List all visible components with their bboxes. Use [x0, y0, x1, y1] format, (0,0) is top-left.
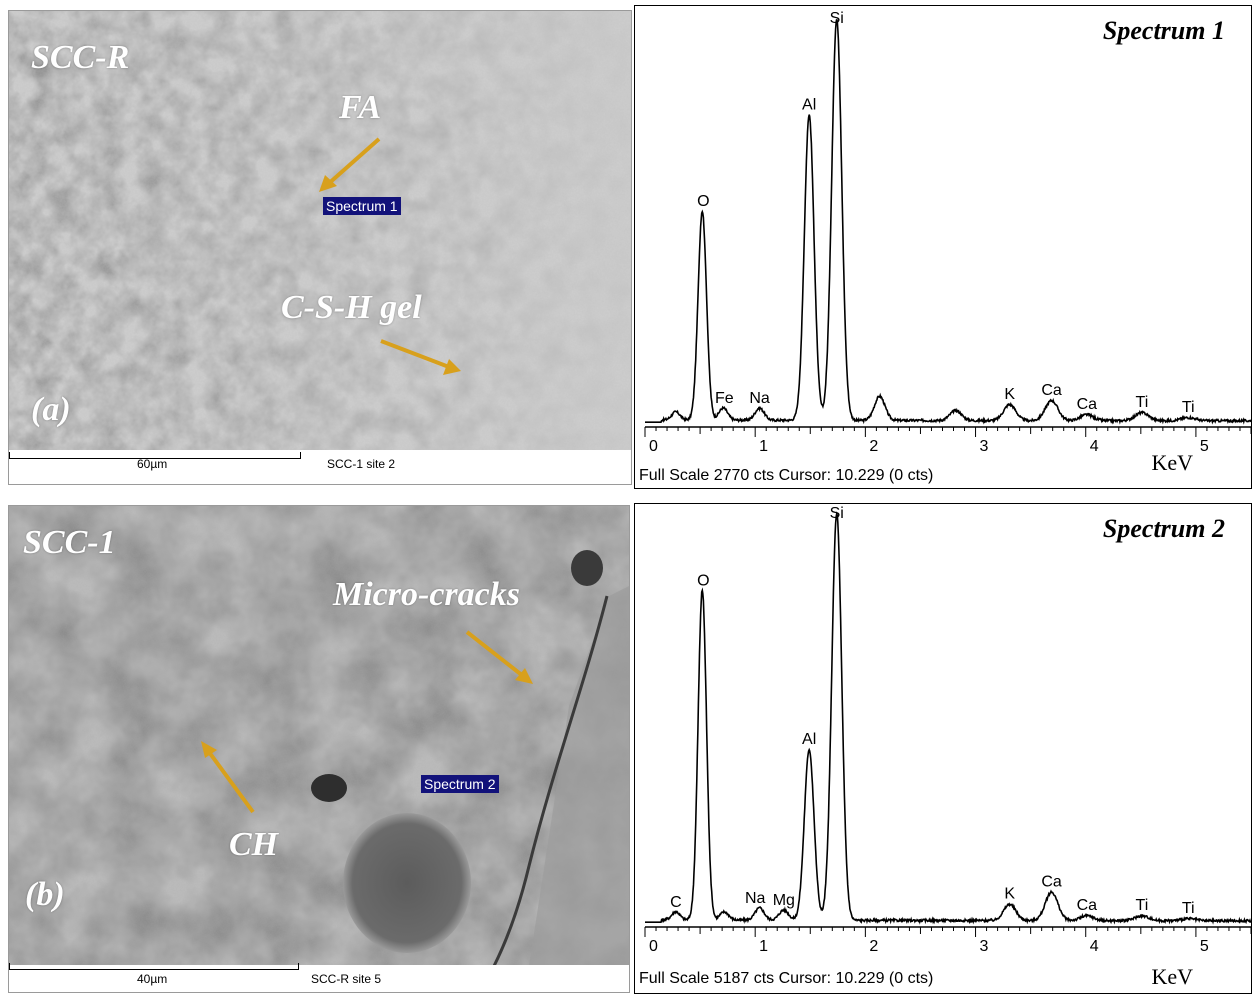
sem-image-a: SCC-R FA C-S-H gel (a) Spectrum 1	[8, 10, 632, 452]
scale-bar-a: 60µm SCC-1 site 2	[8, 450, 632, 485]
scale-text-b: 40µm	[137, 972, 168, 986]
arrows-b	[201, 630, 533, 814]
peak-label: Na	[745, 890, 766, 907]
x-tick-label: 5	[1200, 438, 1209, 455]
peak-label: Ca	[1077, 396, 1098, 413]
arrow-micro-cracks	[465, 630, 525, 678]
arrow-fa	[325, 137, 381, 187]
peak-label: K	[1004, 886, 1015, 903]
spectrum-footer-1: Full Scale 2770 cts Cursor: 10.229 (0 ct…	[639, 467, 934, 484]
peak-label: Fe	[715, 390, 734, 407]
peak-label: Ca	[1077, 897, 1098, 914]
x-tick-label: 0	[649, 938, 658, 955]
peak-label: Ti	[1182, 900, 1195, 917]
spectrum-plot-1: 0 1 2 3 4 5 Si Al O Fe Na K Ca Ca Ti Ti	[644, 10, 1251, 455]
peak-label: Al	[802, 731, 816, 748]
arrow-fa-head	[319, 175, 337, 192]
peak-label: K	[1004, 386, 1015, 403]
arrow-csh-head	[443, 359, 461, 375]
sample-label-a: SCC-R	[31, 39, 130, 76]
annotation-ch: CH	[229, 826, 279, 863]
annotation-csh-gel: C-S-H gel	[281, 289, 422, 326]
x-tick-label: 4	[1090, 438, 1099, 455]
peak-label: Mg	[773, 892, 795, 909]
sample-label-b: SCC-1	[23, 524, 116, 561]
peak-label: C	[670, 894, 682, 911]
scale-line-b	[9, 963, 299, 970]
peak-label: Ti	[1182, 399, 1195, 416]
arrow-ch	[207, 750, 255, 814]
scale-text-a: 60µm	[137, 457, 168, 471]
arrows-a	[319, 137, 461, 375]
site-text-a: SCC-1 site 2	[327, 457, 396, 471]
site-text-b: SCC-R site 5	[311, 972, 382, 986]
x-tick-label: 1	[759, 438, 768, 455]
x-tick-label: 1	[759, 938, 768, 955]
x-tick-label: 2	[869, 938, 878, 955]
x-axis-label-2: KeV	[1151, 964, 1193, 989]
spectrum-title-2: Spectrum 2	[1102, 514, 1225, 543]
peak-label: O	[697, 193, 709, 210]
spectrum-plot-2: 0 1 2 3 4 5 Si O Al C Na Mg K Ca Ca Ti Ti	[644, 505, 1251, 955]
spectrum-tag-1: Spectrum 1	[323, 197, 401, 215]
panel-label-a: (a)	[31, 391, 71, 428]
arrow-csh	[380, 339, 450, 369]
spectrum-footer-2: Full Scale 5187 cts Cursor: 10.229 (0 ct…	[639, 970, 934, 987]
x-tick-label: 3	[980, 438, 989, 455]
peak-label: Si	[830, 10, 844, 27]
spectrum-tag-2: Spectrum 2	[421, 775, 499, 793]
sem-image-b: SCC-1 Micro-cracks CH (b) Spectrum 2	[8, 505, 630, 967]
peak-label: O	[697, 572, 709, 589]
peak-label: Ca	[1041, 874, 1062, 891]
annotation-fa: FA	[339, 89, 382, 126]
x-axis-label-1: KeV	[1151, 450, 1193, 475]
spectrum-panel-2: 0 1 2 3 4 5 Si O Al C Na Mg K Ca Ca Ti Ti Spectrum 2 KeV…	[634, 503, 1252, 994]
x-tick-label: 3	[980, 938, 989, 955]
arrow-ch-head	[201, 741, 217, 758]
spectrum-line	[645, 511, 1251, 925]
spectrum-panel-1: 0 1 2 3 4 5 Si Al O Fe Na K Ca Ca Ti Ti Spectrum 1 KeV …	[634, 5, 1252, 489]
arrow-micro-cracks-head	[515, 668, 533, 684]
peak-label: Ca	[1041, 382, 1062, 399]
x-tick-label: 0	[649, 438, 658, 455]
spectrum-line	[645, 19, 1251, 425]
scale-bar-b: 40µm SCC-R site 5	[8, 963, 630, 993]
sem-texture-b	[9, 506, 629, 966]
panel-label-b: (b)	[25, 876, 65, 913]
peak-label: Al	[802, 96, 816, 113]
annotation-micro-cracks: Micro-cracks	[333, 576, 520, 613]
spectrum-title-1: Spectrum 1	[1102, 16, 1225, 45]
peak-label: Ti	[1136, 897, 1149, 914]
sem-texture-a	[9, 11, 631, 451]
x-tick-label: 4	[1090, 938, 1099, 955]
peak-label: Na	[749, 390, 770, 407]
x-tick-label: 5	[1200, 938, 1209, 955]
scale-line-a	[9, 452, 301, 459]
peak-label: Ti	[1136, 394, 1149, 411]
x-tick-label: 2	[869, 438, 878, 455]
peak-label: Si	[830, 505, 844, 522]
